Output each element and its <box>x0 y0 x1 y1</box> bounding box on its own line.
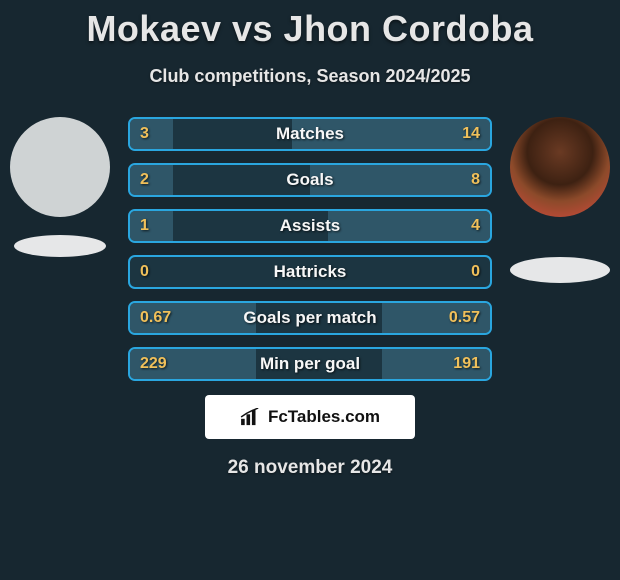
comparison-date: 26 november 2024 <box>0 457 620 479</box>
stat-label: Goals per match <box>130 308 490 328</box>
stat-row: 314Matches <box>128 117 492 151</box>
comparison-area: 314Matches 28Goals 14Assists 00Hattricks 0.6… <box>0 117 620 381</box>
stats-list: 314Matches 28Goals 14Assists 00Hattricks 0.6… <box>120 117 500 381</box>
player-left-avatar <box>10 117 110 217</box>
stat-label: Hattricks <box>130 262 490 282</box>
page-subtitle: Club competitions, Season 2024/2025 <box>0 66 620 87</box>
player-left-badge <box>14 235 106 257</box>
player-right-avatar <box>510 117 610 217</box>
page-title: Mokaev vs Jhon Cordoba <box>0 0 620 50</box>
player-left-column <box>0 117 120 257</box>
fctables-logo-icon <box>240 408 262 426</box>
source-badge-text: FcTables.com <box>268 407 380 427</box>
stat-row: 0.670.57Goals per match <box>128 301 492 335</box>
avatar-face-icon <box>510 117 610 217</box>
source-badge: FcTables.com <box>205 395 415 439</box>
stat-row: 00Hattricks <box>128 255 492 289</box>
player-right-badge <box>510 257 610 283</box>
player-right-column <box>500 117 620 283</box>
stat-label: Matches <box>130 124 490 144</box>
stat-label: Min per goal <box>130 354 490 374</box>
avatar-placeholder-icon <box>10 117 110 217</box>
stat-label: Assists <box>130 216 490 236</box>
stat-label: Goals <box>130 170 490 190</box>
stat-row: 28Goals <box>128 163 492 197</box>
stat-row: 14Assists <box>128 209 492 243</box>
stat-row: 229191Min per goal <box>128 347 492 381</box>
